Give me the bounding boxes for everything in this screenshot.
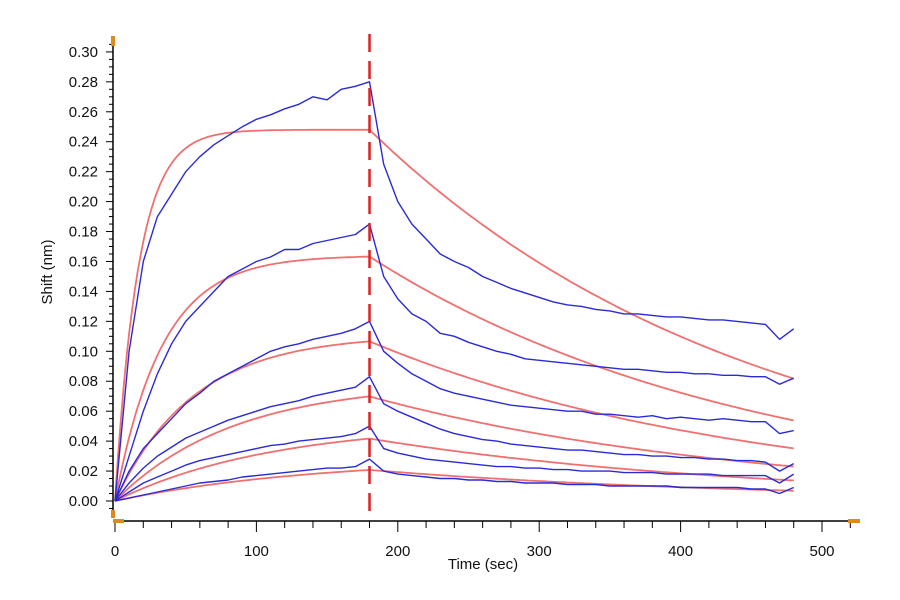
y-tick-label: 0.04 (69, 433, 98, 450)
raw-5-line (114, 425, 795, 502)
y-tick-label: 0.08 (69, 373, 98, 390)
fit-2-line (114, 255, 794, 502)
raw-3-line (114, 320, 794, 502)
raw-2-line (114, 223, 794, 502)
axes: 0.00 0.02 0.04 0.06 0.08 0.10 0.12 0.14 0.16 0.18… (69, 36, 860, 560)
x-tick-label: 500 (809, 543, 834, 560)
y-tick-label: 0.06 (69, 403, 98, 420)
y-tick-label: 0.16 (69, 253, 98, 270)
y-tick-label: 0.24 (69, 134, 98, 151)
x-axis-title: Time (sec) (448, 556, 518, 573)
y-axis-title: Shift (nm) (39, 239, 56, 304)
raw-curves (114, 81, 795, 502)
x-tick-label: 200 (385, 543, 410, 560)
raw-1-line (114, 81, 795, 502)
y-tick-label: 0.12 (69, 313, 98, 330)
x-tick-label: 0 (111, 543, 119, 560)
fit-4-line (114, 395, 794, 502)
y-tick-label: 0.28 (69, 74, 98, 91)
y-tick-label: 0.26 (69, 104, 98, 121)
raw-6-line (114, 458, 794, 502)
y-tick-label: 0.18 (69, 224, 98, 241)
y-tick-label: 0.22 (69, 164, 98, 181)
fit-3-line (114, 340, 794, 502)
y-tick-label: 0.10 (69, 343, 98, 360)
fit-1-line (114, 128, 795, 502)
x-tick-label: 300 (527, 543, 552, 560)
fit-5-line (114, 437, 794, 502)
y-tick-label: 0.14 (69, 283, 98, 300)
x-tick-label: 400 (668, 543, 693, 560)
y-tick-label: 0.02 (69, 463, 98, 480)
y-tick-label: 0.00 (69, 493, 98, 510)
fit-curves (114, 128, 795, 502)
y-tick-label: 0.20 (69, 194, 98, 211)
y-tick-label: 0.30 (69, 44, 98, 61)
raw-4-line (114, 376, 795, 502)
x-tick-label: 100 (244, 543, 269, 560)
